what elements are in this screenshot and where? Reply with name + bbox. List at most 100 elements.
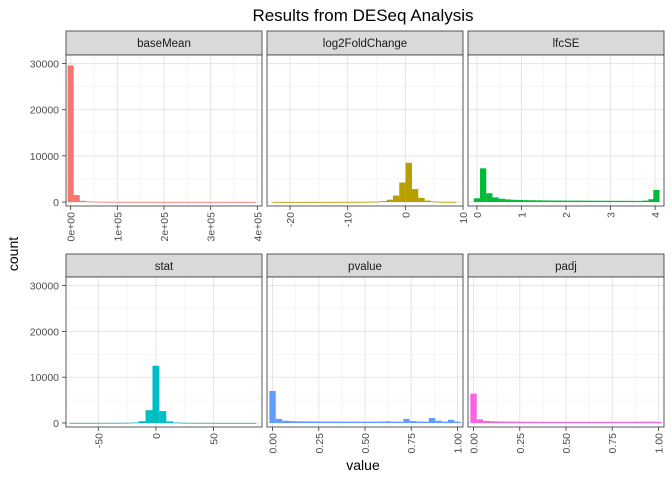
histogram-bar	[592, 200, 599, 202]
histogram-bar	[242, 422, 250, 424]
histogram-bar	[314, 421, 321, 423]
histogram-bar	[597, 421, 605, 423]
x-tick-label: 1e+05	[112, 212, 124, 242]
histogram-bar	[90, 422, 98, 424]
histogram-bar	[437, 201, 444, 203]
histogram-bar	[320, 421, 327, 423]
histogram-bar	[104, 422, 111, 424]
histogram-bar	[418, 197, 425, 202]
histogram-bar	[249, 201, 256, 203]
histogram-bar	[272, 201, 279, 203]
histogram-bar	[636, 421, 643, 423]
histogram-bar	[110, 201, 117, 203]
histogram-bar	[473, 198, 481, 202]
histogram-bar	[348, 201, 355, 203]
y-tick-label: 10000	[30, 372, 59, 384]
histogram-bar	[288, 421, 295, 423]
x-tick-label: 0.25	[314, 433, 326, 454]
histogram-bar	[373, 201, 381, 203]
histogram-bar	[371, 421, 378, 423]
histogram-bar	[542, 200, 549, 202]
histogram-bar	[159, 411, 167, 423]
histogram-bar	[83, 422, 91, 424]
histogram-bar	[282, 420, 289, 423]
histogram-bar	[495, 421, 503, 423]
histogram-bar	[561, 200, 568, 202]
histogram-bar	[546, 421, 554, 423]
histogram-bar	[610, 421, 618, 423]
facet-baseMean: baseMean 0e+00 1e+05 2e+05 3e+05 4e+05 0 10000 2…	[30, 30, 264, 242]
facet-padj: padj 0.00 0.25 0.50 0.75 1.00	[467, 253, 665, 454]
x-axis-title: value	[346, 457, 380, 473]
histogram-bar	[231, 201, 238, 203]
histogram-bar	[617, 421, 624, 423]
x-tick-label: 1	[516, 212, 528, 218]
histogram-bar	[521, 421, 528, 423]
histogram-bar	[567, 200, 574, 202]
histogram-bar	[69, 422, 77, 424]
histogram-bar	[653, 190, 660, 202]
histogram-bar	[642, 421, 649, 423]
histogram-bar	[454, 421, 461, 423]
histogram-bar	[291, 201, 298, 203]
histogram-bar	[97, 201, 105, 203]
histogram-bar	[655, 421, 662, 423]
histogram-bar	[228, 422, 236, 424]
histogram-bar	[146, 201, 153, 203]
facet-strip-label: log2FoldChange	[323, 38, 407, 50]
histogram-bar	[409, 421, 417, 423]
histogram-bar	[152, 365, 160, 423]
histogram-bar	[476, 419, 484, 423]
histogram-bar	[170, 201, 177, 203]
histogram-bar	[361, 201, 368, 203]
y-tick-label: 0	[53, 418, 59, 430]
histogram-bar	[480, 168, 487, 202]
histogram-bar	[110, 422, 118, 424]
histogram-bar	[304, 201, 311, 203]
histogram-bar	[117, 422, 125, 424]
histogram-bar	[345, 421, 353, 423]
histogram-bar	[128, 201, 135, 203]
y-tick-label: 30000	[30, 59, 59, 71]
histogram-bar	[342, 201, 349, 203]
histogram-bar	[339, 421, 346, 423]
histogram-bar	[559, 421, 567, 423]
x-tick-label: -20	[285, 212, 297, 227]
facet-pvalue: pvalue 0.00 0.25 0.50 0.75 1.00	[266, 253, 464, 454]
histogram-bar	[187, 422, 194, 424]
x-tick-label: 3	[606, 212, 618, 218]
histogram-bar	[566, 421, 573, 423]
histogram-bar	[572, 421, 579, 423]
histogram-bar	[365, 421, 372, 423]
facet-log2FoldChange: log2FoldChange -20 -10 0 10	[266, 30, 470, 227]
histogram-bar	[598, 200, 605, 202]
x-tick-label: 3e+05	[206, 212, 218, 242]
facet-strip-label: lfcSE	[553, 38, 580, 50]
histogram-bar	[498, 198, 505, 202]
histogram-bar	[225, 201, 232, 203]
histogram-bar	[511, 199, 518, 202]
plot-panel	[66, 277, 262, 427]
x-tick-label: -10	[343, 212, 355, 227]
x-tick-label: 50	[209, 433, 221, 445]
histogram-bar	[411, 189, 419, 202]
histogram-bar	[586, 200, 593, 202]
histogram-bar	[517, 200, 524, 202]
histogram-bar	[269, 390, 276, 423]
histogram-bar	[424, 200, 432, 202]
histogram-bar	[131, 422, 139, 424]
histogram-bar	[122, 201, 129, 203]
y-tick-label: 30000	[30, 281, 59, 293]
histogram-bar	[489, 421, 496, 423]
histogram-bar	[237, 201, 244, 203]
histogram-bar	[235, 422, 243, 424]
histogram-bar	[323, 201, 330, 203]
histogram-bar	[201, 201, 208, 203]
histogram-bar	[85, 201, 92, 203]
y-axis-title: count	[5, 237, 21, 271]
histogram-bar	[536, 200, 543, 202]
histogram-bar	[629, 200, 636, 202]
y-tick-label: 20000	[30, 105, 59, 117]
x-tick-label: 0.75	[607, 433, 619, 454]
